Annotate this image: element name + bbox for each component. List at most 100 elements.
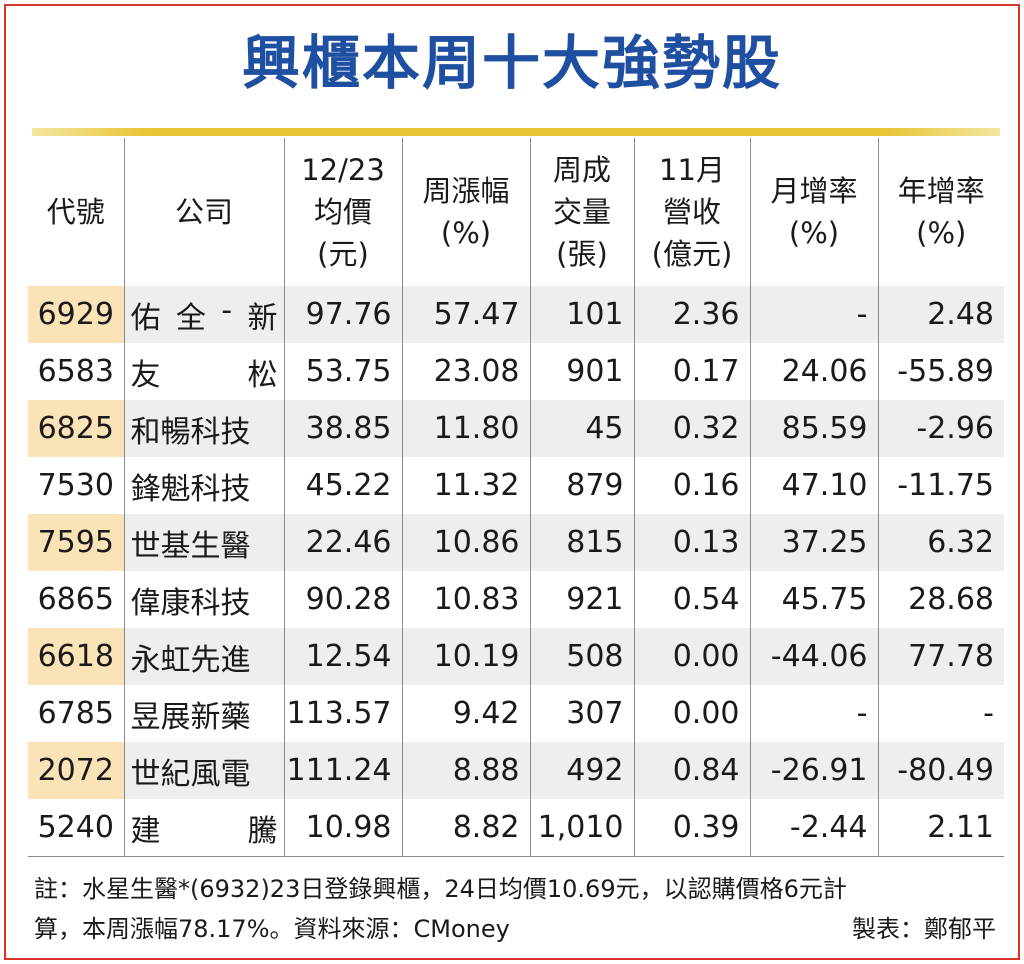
- cell-code: 7530: [37, 468, 114, 503]
- header-volume: 周成 交量 (張): [529, 138, 634, 286]
- cell-company: 昱展新藥: [123, 685, 284, 742]
- company-name-part: 世基生醫: [130, 528, 251, 564]
- company-name-part: 友: [130, 357, 161, 393]
- cell-revenue: 0.39: [633, 799, 750, 856]
- cell-company: 佑全-新: [123, 286, 284, 343]
- cell-yoy: -11.75: [877, 457, 1004, 514]
- cell-volume: 901: [529, 343, 634, 400]
- cell-weekly-change: 10.83: [401, 571, 530, 628]
- cell-mom: 85.59: [749, 400, 878, 457]
- cell-price: 12.54: [283, 628, 402, 685]
- cell-price: 45.22: [283, 457, 402, 514]
- cell-mom: 47.10: [749, 457, 878, 514]
- table-row: 7530 鋒魁科技 45.22 11.32 879 0.16 47.10 -11.75: [28, 457, 1004, 514]
- cell-weekly-change: 11.32: [401, 457, 530, 514]
- cell-company: 世基生醫: [123, 514, 284, 571]
- cell-yoy: -2.96: [877, 400, 1004, 457]
- cell-yoy: -: [877, 685, 1004, 742]
- cell-price: 38.85: [283, 400, 402, 457]
- cell-price: 113.57: [283, 685, 402, 742]
- cell-weekly-change: 10.19: [401, 628, 530, 685]
- cell-volume: 921: [529, 571, 634, 628]
- cell-yoy: -55.89: [877, 343, 1004, 400]
- cell-revenue: 0.16: [633, 457, 750, 514]
- company-name-part: 騰: [247, 813, 278, 849]
- cell-volume: 307: [529, 685, 634, 742]
- cell-mom: 24.06: [749, 343, 878, 400]
- header-yoy: 年增率 (%): [877, 138, 1004, 286]
- company-name-part: 松: [247, 357, 278, 393]
- company-name-part: 和暢科技: [130, 414, 251, 450]
- company-name-part: -: [221, 292, 233, 328]
- company-name-part: 永虹先進: [130, 642, 251, 678]
- cell-code: 2072: [28, 742, 124, 799]
- cell-mom: -44.06: [749, 628, 878, 685]
- cell-yoy: 2.11: [877, 799, 1004, 856]
- cell-mom: -26.91: [749, 742, 878, 799]
- cell-code: 6865: [37, 582, 114, 617]
- cell-weekly-change: 9.42: [401, 685, 530, 742]
- table-header-row: 代號 公司 12/23 均價 (元) 周漲幅 (%) 周成 交量 (張) 11月…: [28, 138, 1004, 286]
- cell-code: 6785: [37, 696, 114, 731]
- header-revenue: 11月 營收 (億元): [633, 138, 750, 286]
- cell-code: 7595: [28, 514, 124, 571]
- infographic-frame: 興櫃本周十大強勢股 代號 公司 12/23 均價 (元) 周漲幅 (%) 周成 …: [4, 4, 1020, 960]
- cell-company: 和暢科技: [123, 400, 284, 457]
- title-rule: [32, 128, 1000, 136]
- cell-company: 友松: [123, 343, 284, 400]
- table-body: 6929 佑全 - 新 97.76 57.47 101 2.36-2.48 6583 友松 53.7…: [28, 286, 1004, 856]
- cell-volume: 492: [529, 742, 634, 799]
- cell-volume: 101: [529, 286, 634, 343]
- cell-mom: -: [749, 685, 878, 742]
- cell-mom: 37.25: [749, 514, 878, 571]
- cell-yoy: 77.78: [877, 628, 1004, 685]
- table-row: 6785 昱展新藥 113.57 9.42 307 0.00- -: [28, 685, 1004, 742]
- cell-revenue: 0.32: [633, 400, 750, 457]
- company-name-part: 世紀風電: [130, 756, 251, 792]
- cell-revenue: 0.84: [633, 742, 750, 799]
- cell-weekly-change: 57.47: [401, 286, 530, 343]
- cell-volume: 45: [529, 400, 634, 457]
- footnote-line-2: 算，本周漲幅78.17%。資料來源：CMoney: [34, 915, 510, 943]
- cell-weekly-change: 11.80: [401, 400, 530, 457]
- cell-code: 5240: [37, 810, 114, 845]
- footnote-line-1: 註：水星生醫*(6932)23日登錄興櫃，24日均價10.69元，以認購價格6元…: [34, 875, 847, 903]
- cell-mom: -2.44: [749, 799, 878, 856]
- cell-price: 97.76: [283, 286, 402, 343]
- cell-weekly-change: 23.08: [401, 343, 530, 400]
- footnote: 註：水星生醫*(6932)23日登錄興櫃，24日均價10.69元，以認購價格6元…: [28, 856, 1004, 948]
- cell-volume: 815: [529, 514, 634, 571]
- table-row: 7595 世基生醫 22.46 10.86 815 0.13 37.25 6.32: [28, 514, 1004, 571]
- header-company: 公司: [123, 138, 284, 286]
- header-weekly-change: 周漲幅 (%): [401, 138, 530, 286]
- cell-company: 建騰: [123, 799, 284, 856]
- cell-company: 永虹先進: [123, 628, 284, 685]
- table-row: 6583 友松 53.75 23.08 901 0.17 24.06 -55.89: [28, 343, 1004, 400]
- chart-credit: 製表：鄭郁平: [852, 915, 996, 943]
- cell-revenue: 2.36: [633, 286, 750, 343]
- cell-revenue: 0.17: [633, 343, 750, 400]
- cell-yoy: 28.68: [877, 571, 1004, 628]
- cell-revenue: 0.13: [633, 514, 750, 571]
- company-name-part: 建: [130, 813, 161, 849]
- stock-table: 代號 公司 12/23 均價 (元) 周漲幅 (%) 周成 交量 (張) 11月…: [28, 138, 1004, 856]
- cell-price: 10.98: [283, 799, 402, 856]
- company-name-part: 昱展新藥: [130, 699, 251, 735]
- company-name-part: 佑: [130, 300, 161, 336]
- cell-mom: 45.75: [749, 571, 878, 628]
- cell-yoy: -80.49: [877, 742, 1004, 799]
- cell-code: 6825: [28, 400, 124, 457]
- header-code: 代號: [46, 195, 105, 229]
- table-row: 5240 建騰 10.98 8.82 1,010 0.39 -2.44 2.11: [28, 799, 1004, 856]
- cell-company: 鋒魁科技: [123, 457, 284, 514]
- cell-price: 90.28: [283, 571, 402, 628]
- table-row: 6825 和暢科技 38.85 11.80 45 0.32 85.59 -2.96: [28, 400, 1004, 457]
- cell-weekly-change: 8.82: [401, 799, 530, 856]
- cell-price: 111.24: [283, 742, 402, 799]
- cell-revenue: 0.54: [633, 571, 750, 628]
- table-row: 6929 佑全 - 新 97.76 57.47 101 2.36-2.48: [28, 286, 1004, 343]
- cell-volume: 879: [529, 457, 634, 514]
- header-mom: 月增率 (%): [749, 138, 878, 286]
- cell-yoy: 2.48: [877, 286, 1004, 343]
- cell-price: 22.46: [283, 514, 402, 571]
